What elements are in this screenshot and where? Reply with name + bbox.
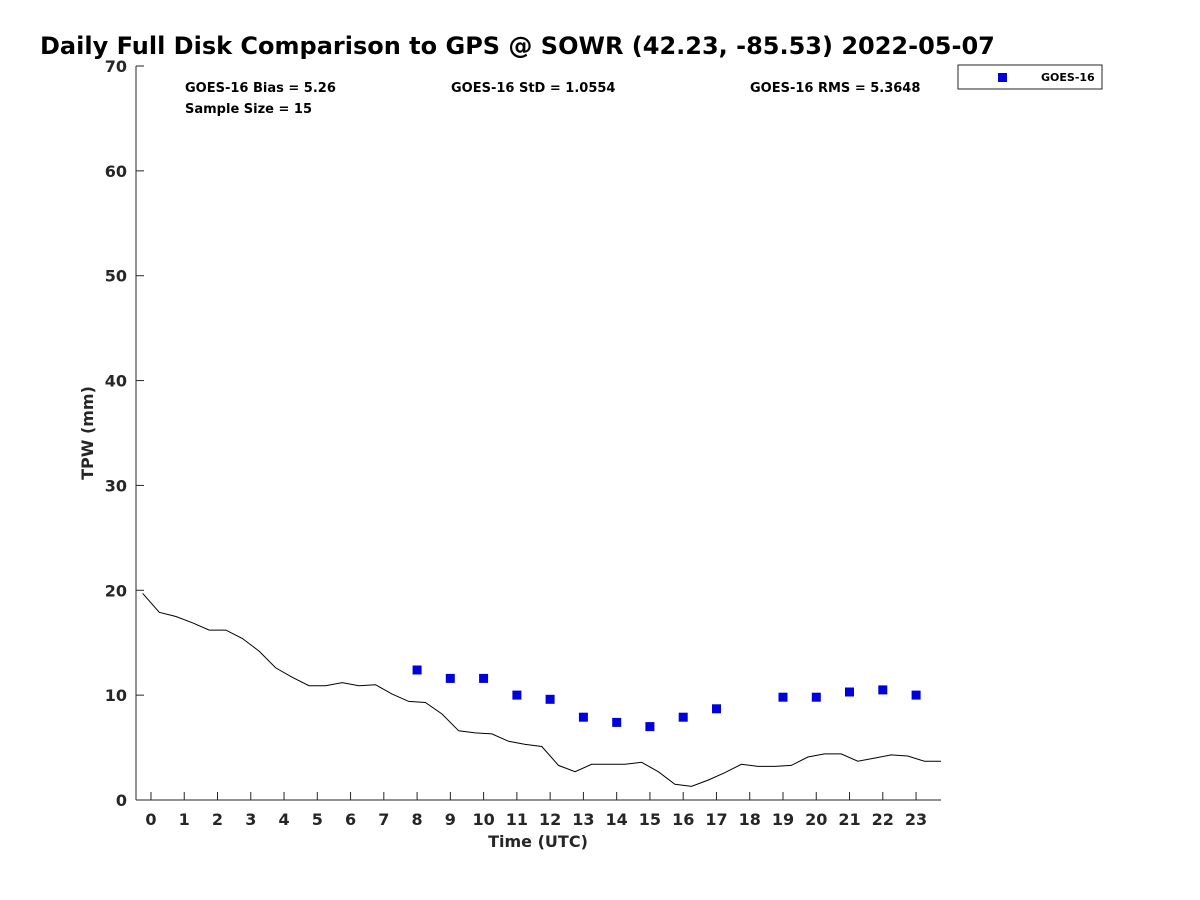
y-tick-label: 0 [116, 791, 127, 810]
y-tick-label: 50 [105, 267, 127, 286]
x-tick-label: 21 [838, 810, 860, 829]
x-tick-label: 9 [445, 810, 456, 829]
x-axis-label: Time (UTC) [488, 832, 588, 851]
legend-box [957, 64, 1103, 90]
x-tick-label: 19 [772, 810, 794, 829]
goes16-point [479, 673, 489, 683]
x-tick-label: 1 [179, 810, 190, 829]
y-tick-label: 30 [105, 476, 127, 495]
goes16-point [645, 722, 655, 732]
x-tick-label: 18 [739, 810, 761, 829]
y-tick-label: 20 [105, 581, 127, 600]
goes16-point [778, 692, 788, 702]
goes16-series [412, 665, 921, 732]
sample-size-annotation: Sample Size = 15 [185, 102, 312, 117]
x-tick-label: 10 [472, 810, 494, 829]
x-tick-label: 14 [606, 810, 628, 829]
x-tick-label: 4 [278, 810, 289, 829]
y-ticks: 0 10 20 30 40 50 60 70 [105, 57, 144, 810]
x-tick-label: 16 [672, 810, 694, 829]
x-tick-label: 8 [412, 810, 423, 829]
legend: GOES-16 [957, 64, 1103, 90]
x-tick-label: 5 [312, 810, 323, 829]
goes16-point [545, 694, 555, 704]
goes16-point [678, 712, 688, 722]
goes16-point [811, 692, 821, 702]
plot-area [135, 66, 941, 801]
x-tick-label: 17 [705, 810, 727, 829]
goes16-point [845, 687, 854, 697]
legend-label-goes16: GOES-16 [1041, 71, 1095, 84]
std-annotation: GOES-16 StD = 1.0554 [451, 81, 615, 96]
x-tick-label: 13 [572, 810, 594, 829]
y-tick-label: 10 [105, 686, 127, 705]
gps-line [142, 593, 941, 787]
x-tick-label: 12 [539, 810, 561, 829]
goes16-point [445, 673, 455, 683]
x-tick-label: 15 [639, 810, 661, 829]
goes16-point [412, 665, 422, 675]
goes16-point [911, 690, 921, 700]
goes16-point [512, 690, 522, 700]
y-tick-label: 40 [105, 372, 127, 391]
goes16-point [878, 685, 888, 695]
bias-annotation: GOES-16 Bias = 5.26 [185, 81, 336, 96]
legend-marker-goes16 [998, 73, 1007, 82]
x-tick-label: 3 [245, 810, 256, 829]
goes16-point [712, 704, 721, 714]
gps-series [142, 593, 941, 787]
x-tick-label: 23 [905, 810, 927, 829]
goes16-point [612, 717, 622, 727]
x-ticks: 0 1 2 3 4 5 6 7 8 9 10 11 12 13 14 15 16 17 18 19 20 21 22 23 [145, 792, 927, 829]
goes16-point [578, 712, 588, 722]
x-tick-label: 6 [345, 810, 356, 829]
y-tick-label: 70 [105, 57, 127, 76]
y-axis-label: TPW (mm) [78, 386, 97, 480]
x-tick-label: 0 [145, 810, 156, 829]
y-tick-label: 60 [105, 162, 127, 181]
x-tick-label: 22 [872, 810, 894, 829]
x-tick-label: 7 [378, 810, 389, 829]
x-tick-label: 2 [212, 810, 223, 829]
rms-annotation: GOES-16 RMS = 5.3648 [750, 81, 920, 96]
chart-title: Daily Full Disk Comparison to GPS @ SOWR… [40, 32, 995, 60]
x-tick-label: 11 [506, 810, 528, 829]
x-tick-label: 20 [805, 810, 827, 829]
